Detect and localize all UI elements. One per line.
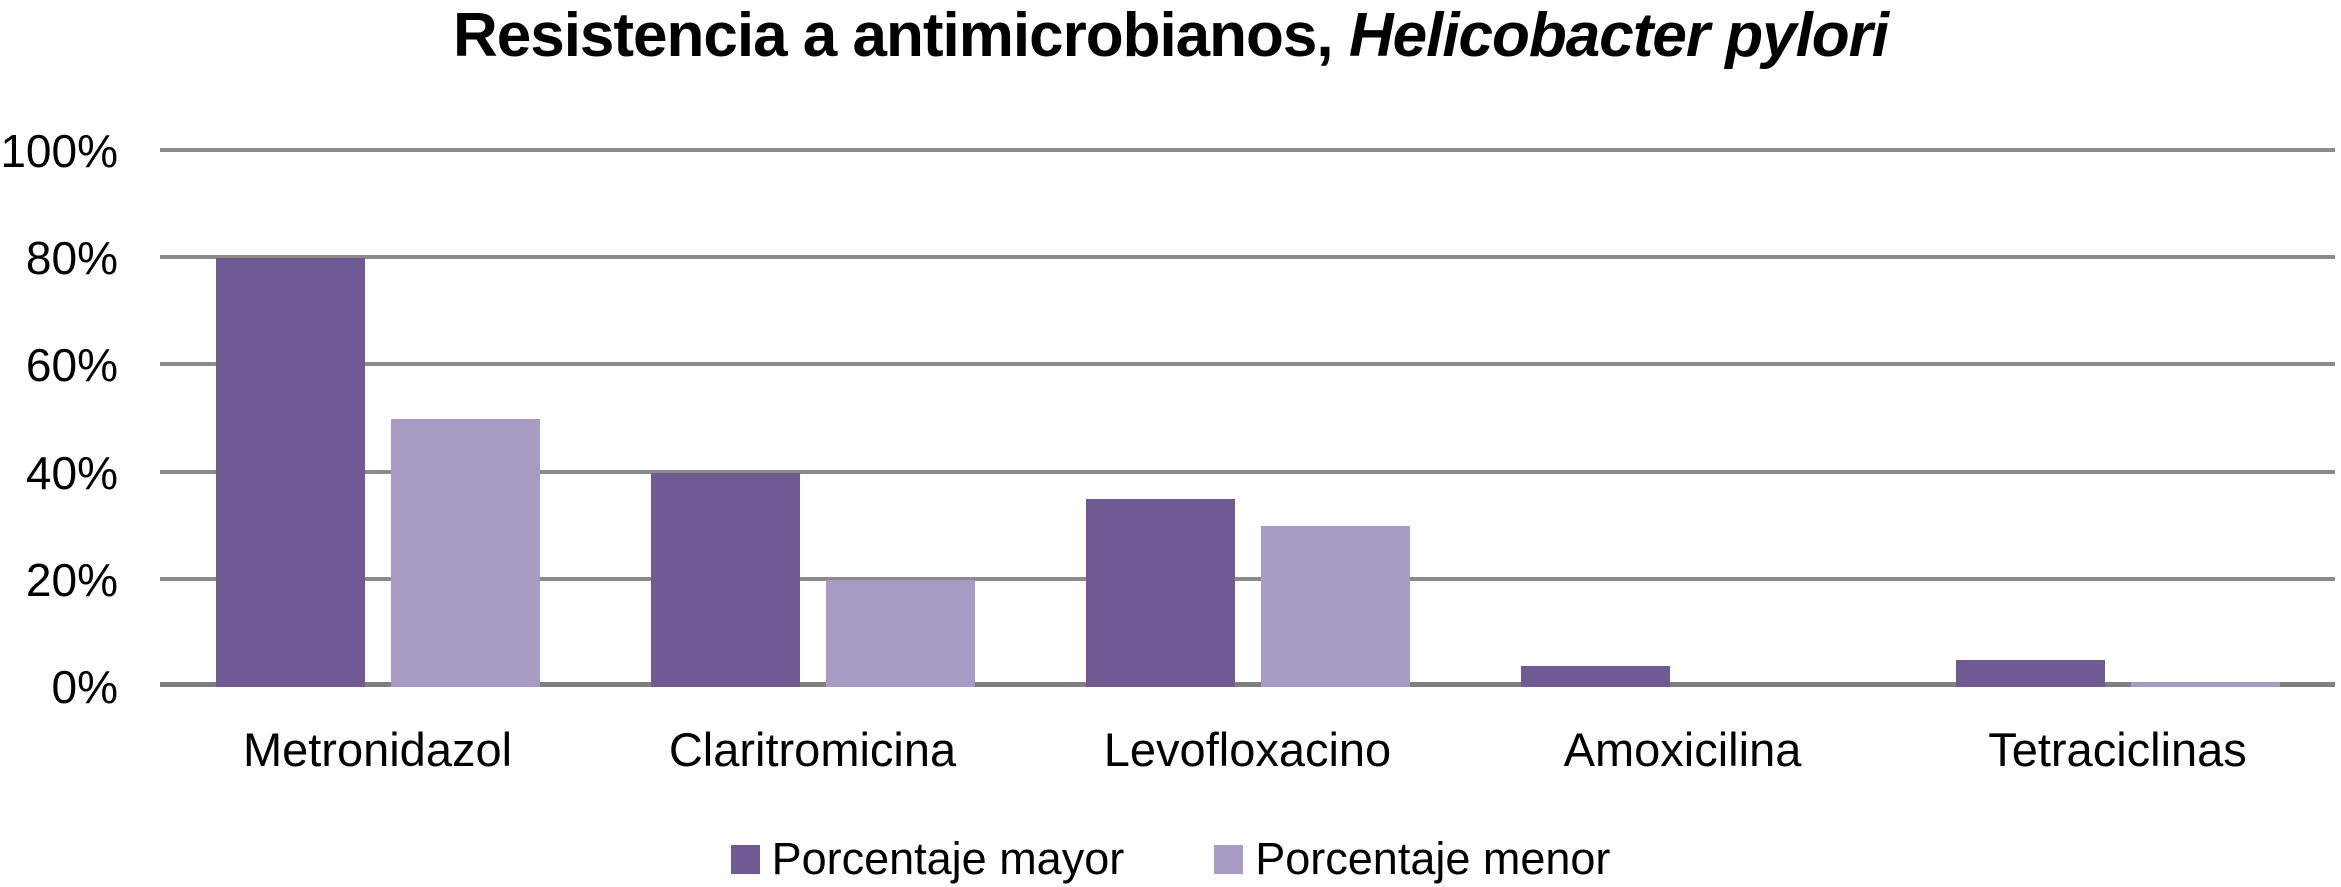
- legend: Porcentaje mayor Porcentaje menor: [0, 833, 2341, 885]
- bar-porcentaje-mayor-tetraciclinas: [1955, 660, 2105, 687]
- gridline: [160, 576, 2335, 581]
- x-axis-label-metronidazol: Metronidazol: [242, 723, 513, 776]
- gridline: [160, 469, 2335, 474]
- category-cell-tetraciclinas: [1900, 151, 2335, 687]
- bar-porcentaje-menor-metronidazol: [390, 419, 540, 687]
- gridline: [160, 255, 2335, 260]
- gridline: [160, 362, 2335, 367]
- legend-label-mayor: Porcentaje mayor: [771, 833, 1125, 884]
- bars-layer: [160, 151, 2335, 687]
- bar-porcentaje-mayor-amoxicilina: [1520, 665, 1670, 687]
- x-axis-line: [160, 682, 2335, 687]
- bar-porcentaje-menor-levofloxacino: [1260, 526, 1410, 687]
- category-cell-amoxicilina: [1465, 151, 1900, 687]
- chart-title-main: Resistencia a antimicrobianos,: [452, 1, 1349, 70]
- x-axis-label-amoxicilina: Amoxicilina: [1563, 723, 1802, 776]
- y-axis-tick-labels: 0% 20% 40% 60% 80% 100%: [0, 125, 118, 713]
- y-axis-tick-label: 0%: [51, 661, 118, 713]
- plot-area: [160, 148, 2335, 687]
- legend-swatch-mayor-icon: [730, 844, 760, 874]
- x-axis-label-levofloxacino: Levofloxacino: [1103, 723, 1392, 776]
- x-axis-labels: Metronidazol Claritromicina Levofloxacin…: [160, 722, 2335, 777]
- y-axis-tick-label: 100%: [0, 125, 118, 177]
- x-axis-label-claritromicina: Claritromicina: [668, 723, 957, 776]
- legend-label-menor: Porcentaje menor: [1255, 833, 1611, 884]
- x-axis-label-tetraciclinas: Tetraciclinas: [1988, 723, 2247, 776]
- bar-porcentaje-menor-tetraciclinas: [2130, 681, 2280, 687]
- bar-porcentaje-menor-claritromicina: [825, 579, 975, 687]
- gridline: [160, 148, 2335, 152]
- category-cell-metronidazol: [160, 151, 595, 687]
- chart-title-species: Helicobacter pylori: [1348, 1, 1889, 70]
- y-axis-tick-label: 20%: [25, 553, 118, 606]
- legend-entry-porcentaje-menor: Porcentaje menor: [1214, 833, 1610, 885]
- legend-swatch-menor-icon: [1214, 844, 1244, 874]
- bar-porcentaje-mayor-metronidazol: [215, 258, 365, 687]
- y-axis-tick-label: 60%: [25, 339, 118, 392]
- bar-porcentaje-mayor-levofloxacino: [1085, 499, 1235, 687]
- y-axis-tick-label: 80%: [25, 232, 118, 285]
- category-cell-levofloxacino: [1030, 151, 1465, 687]
- chart-title: Resistencia a antimicrobianos, Helicobac…: [0, 0, 2341, 71]
- bar-porcentaje-mayor-claritromicina: [650, 472, 800, 687]
- legend-entry-porcentaje-mayor: Porcentaje mayor: [730, 833, 1125, 885]
- y-axis-tick-label: 40%: [25, 446, 118, 499]
- category-cell-claritromicina: [595, 151, 1030, 687]
